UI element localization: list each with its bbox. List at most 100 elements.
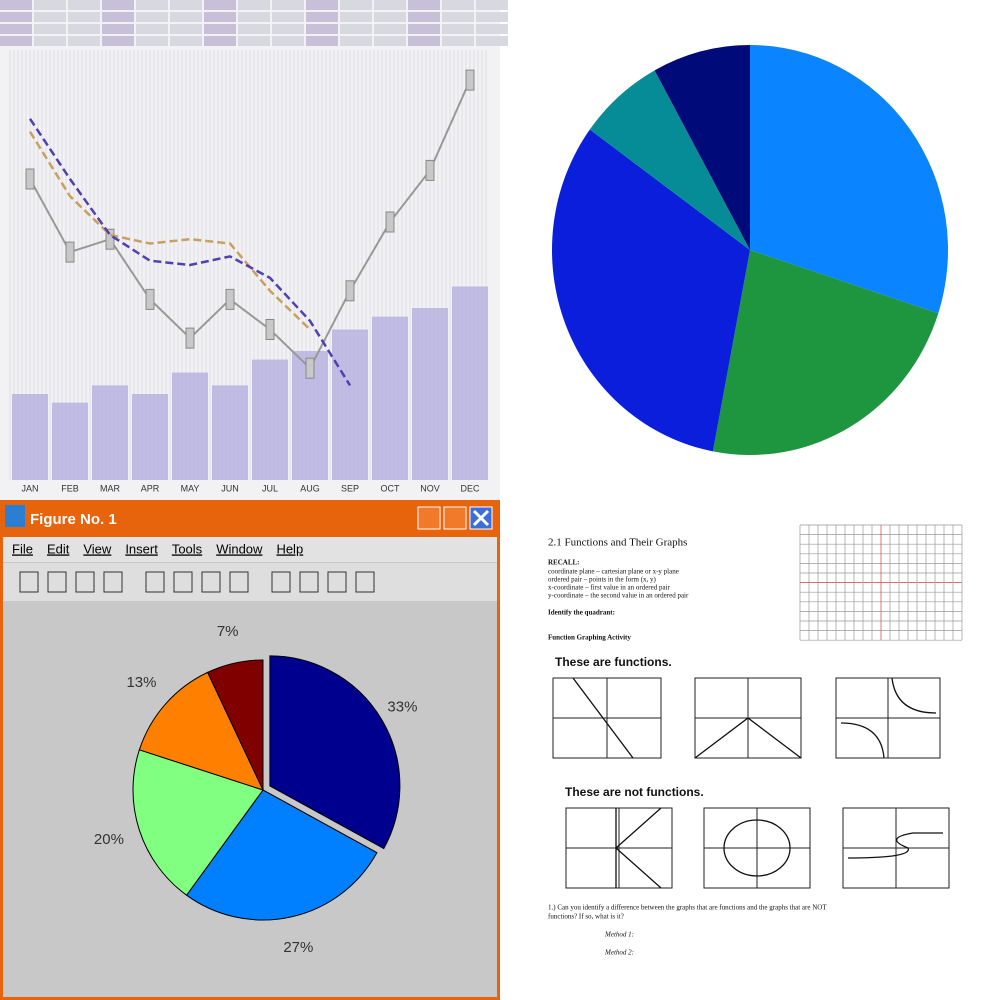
ticker-cell	[170, 24, 202, 34]
ticker-cell	[476, 24, 508, 34]
document-text: Method 1:	[604, 931, 634, 939]
candle	[145, 288, 155, 310]
x-tick-label: AUG	[300, 483, 320, 493]
document-text: coordinate plane – cartesian plane or x-…	[548, 568, 679, 576]
toolbar-button[interactable]	[103, 571, 123, 593]
toolbar-button[interactable]	[173, 571, 193, 593]
ticker-cell	[68, 12, 100, 22]
candle	[385, 211, 395, 233]
pie-slice	[138, 671, 264, 791]
graph-curve	[840, 677, 937, 759]
ticker-cell	[238, 24, 270, 34]
menu-item[interactable]: Edit	[47, 541, 70, 556]
x-tick-label: MAR	[100, 483, 121, 493]
ticker-cell	[68, 24, 100, 34]
ticker-cell	[102, 0, 134, 10]
menu-item[interactable]: Window	[216, 541, 263, 556]
document-text: RECALL:	[548, 559, 580, 567]
ticker-cell	[374, 0, 406, 10]
ticker-cell	[272, 12, 304, 22]
toolbar-button[interactable]	[271, 571, 291, 593]
x-tick-label: FEB	[61, 483, 79, 493]
ticker-cell	[34, 0, 66, 10]
volume-bar	[372, 316, 408, 480]
menu-bar	[3, 537, 497, 562]
ticker-cell	[0, 24, 32, 34]
ticker-cell	[170, 36, 202, 46]
volume-bar	[252, 359, 288, 480]
menu-item[interactable]: File	[12, 541, 33, 556]
ticker-cell	[204, 36, 236, 46]
document-text: x-coordinate – first value in an ordered…	[548, 584, 671, 592]
ticker-cell	[306, 24, 338, 34]
data-label: 13%	[126, 674, 156, 691]
menu-item[interactable]: Tools	[172, 541, 203, 556]
minimize-button[interactable]	[417, 506, 441, 530]
moving-average	[28, 131, 311, 331]
document-text: ordered pair – points in the form (x, y)	[548, 576, 657, 584]
menu-item[interactable]: Help	[276, 541, 303, 556]
ticker-cell	[408, 36, 440, 46]
toolbar-button[interactable]	[47, 571, 67, 593]
ticker-cell	[34, 24, 66, 34]
x-tick-label: MAY	[181, 483, 200, 493]
ticker-cell	[272, 36, 304, 46]
ticker-cell	[136, 24, 168, 34]
candle	[465, 69, 475, 91]
ticker-cell	[170, 12, 202, 22]
menu-item[interactable]: View	[83, 541, 112, 556]
ticker-cell	[136, 36, 168, 46]
x-tick-label: DEC	[460, 483, 480, 493]
ticker-cell	[238, 36, 270, 46]
data-label: 33%	[387, 699, 417, 716]
ticker-cell	[476, 36, 508, 46]
x-tick-label: JUL	[262, 483, 278, 493]
ticker-cell	[34, 12, 66, 22]
close-icon	[472, 509, 490, 527]
document-text: y-coordinate – the second value in an or…	[548, 592, 689, 600]
ticker-cell	[374, 24, 406, 34]
toolbar-button[interactable]	[327, 571, 347, 593]
app-icon	[5, 505, 25, 527]
toolbar	[3, 563, 497, 601]
toolbar-button[interactable]	[201, 571, 221, 593]
document-text: functions? If so, what is it?	[548, 913, 624, 921]
candle	[305, 357, 315, 379]
ticker-cell	[204, 12, 236, 22]
pie-slice	[712, 250, 939, 455]
section-heading: These are not functions.	[565, 785, 704, 799]
x-tick-label: SEP	[341, 483, 359, 493]
toolbar-button[interactable]	[19, 571, 39, 593]
graph-curve	[723, 819, 791, 877]
ticker-cell	[442, 36, 474, 46]
x-tick-label: JAN	[21, 483, 38, 493]
toolbar-button[interactable]	[355, 571, 375, 593]
graph-curve	[694, 717, 802, 759]
pie-slice	[589, 70, 750, 250]
ticker-cell	[102, 36, 134, 46]
toolbar-button[interactable]	[145, 571, 165, 593]
toolbar-button[interactable]	[299, 571, 319, 593]
toolbar-button[interactable]	[75, 571, 95, 593]
candle	[25, 168, 35, 190]
volume-bar	[172, 372, 208, 480]
document-text: 2.1 Functions and Their Graphs	[548, 537, 687, 549]
x-tick-label: APR	[141, 483, 160, 493]
ticker-cell	[408, 0, 440, 10]
ticker-cell	[408, 24, 440, 34]
ticker-cell	[0, 0, 32, 10]
x-tick-label: NOV	[420, 483, 440, 493]
candle	[65, 241, 75, 263]
candle	[225, 288, 235, 310]
menu-item[interactable]: Insert	[125, 541, 158, 556]
volume-bar	[452, 286, 488, 480]
ticker-cell	[306, 0, 338, 10]
ticker-cell	[374, 36, 406, 46]
pie-slice	[750, 45, 949, 314]
ticker-cell	[442, 12, 474, 22]
maximize-button[interactable]	[443, 506, 467, 530]
toolbar-button[interactable]	[229, 571, 249, 593]
ticker-cell	[102, 24, 134, 34]
graph-curve	[615, 807, 662, 889]
candle	[265, 319, 275, 340]
